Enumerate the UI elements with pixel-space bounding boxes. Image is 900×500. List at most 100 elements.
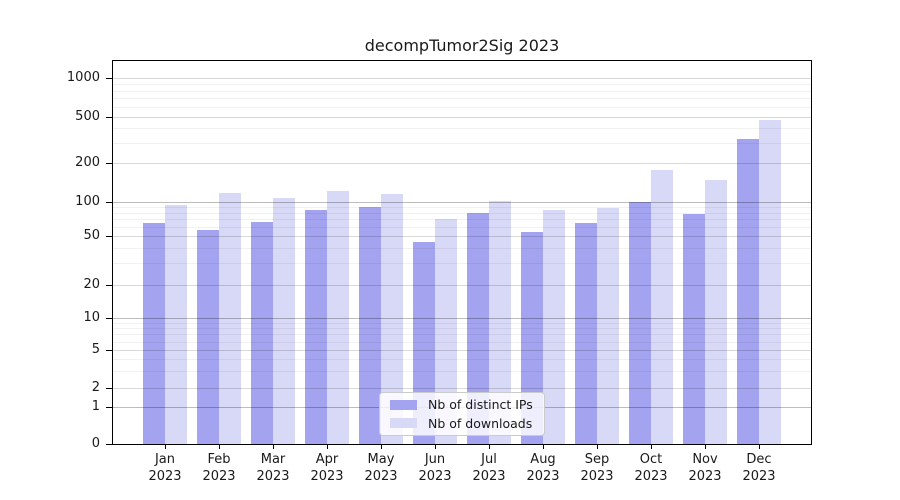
y-tick-label: 20 (83, 277, 100, 292)
x-tick (758, 444, 760, 449)
bar-distinct-ips-nov (683, 214, 705, 444)
x-tick (380, 444, 382, 449)
bar-distinct-ips-apr (305, 209, 327, 444)
gridline (113, 163, 811, 164)
gridline (113, 285, 811, 286)
x-tick (650, 444, 652, 449)
gridline (113, 388, 811, 389)
gridline (113, 328, 811, 330)
gridline (113, 318, 811, 319)
legend-item-distinct-ips: Nb of distinct IPs (387, 397, 537, 412)
bar-downloads-feb (219, 192, 241, 444)
bar-downloads-aug (543, 209, 565, 444)
bar-distinct-ips-aug (521, 232, 543, 444)
gridline (113, 247, 811, 249)
x-tick-label-feb: Feb 2023 (202, 452, 236, 484)
gridline (113, 142, 811, 144)
bar-downloads-mar (273, 197, 295, 444)
gridline (113, 78, 811, 79)
gridline (113, 98, 811, 100)
y-tick-label: 10 (83, 310, 100, 325)
y-tick (106, 349, 112, 351)
gridline (113, 322, 811, 324)
legend-swatch-downloads-icon (390, 418, 417, 429)
y-tick-label: 500 (75, 109, 100, 124)
y-tick (106, 201, 112, 203)
y-tick (106, 162, 112, 164)
bar-downloads-jun (435, 219, 457, 444)
gridline (113, 202, 811, 203)
bar-distinct-ips-dec (737, 139, 759, 444)
gridline (113, 263, 811, 265)
bar-downloads-dec (759, 120, 781, 444)
x-tick (164, 444, 166, 449)
x-tick-label-jan: Jan 2023 (148, 452, 182, 484)
y-tick-label: 1000 (66, 70, 100, 85)
gridline (113, 117, 811, 118)
legend-label-distinct-ips: Nb of distinct IPs (428, 397, 533, 413)
legend: Nb of distinct IPs Nb of downloads (379, 392, 545, 436)
plot-area (113, 61, 811, 444)
bar-downloads-jul (489, 200, 511, 444)
gridline (113, 106, 811, 108)
gridline (113, 207, 811, 209)
y-tick (106, 235, 112, 237)
bar-downloads-sep (597, 208, 619, 444)
y-tick-label: 2 (91, 380, 100, 395)
chart-title: decompTumor2Sig 2023 (364, 36, 560, 55)
x-tick-label-mar: Mar 2023 (256, 452, 290, 484)
gridline (113, 371, 811, 373)
bar-distinct-ips-feb (197, 230, 219, 444)
x-tick (326, 444, 328, 449)
y-tick-label: 1 (91, 399, 100, 414)
x-tick (596, 444, 598, 449)
bar-downloads-may (381, 194, 403, 444)
x-tick (272, 444, 274, 449)
y-tick (106, 284, 112, 286)
legend-item-downloads: Nb of downloads (387, 416, 537, 431)
bar-downloads-jan (165, 204, 187, 444)
y-tick (106, 406, 112, 408)
y-tick (106, 387, 112, 389)
gridline (113, 212, 811, 214)
bar-distinct-ips-sep (575, 223, 597, 444)
y-tick (106, 77, 112, 79)
gridline (113, 350, 811, 351)
gridline (113, 236, 811, 237)
x-tick-label-jul: Jul 2023 (472, 452, 506, 484)
bar-distinct-ips-may (359, 207, 381, 444)
y-tick (106, 317, 112, 319)
bar-distinct-ips-oct (629, 202, 651, 444)
x-tick (434, 444, 436, 449)
y-tick-label: 100 (75, 194, 100, 209)
gridline (113, 359, 811, 361)
gridline (113, 334, 811, 336)
x-tick-label-may: May 2023 (364, 452, 398, 484)
x-tick-label-oct: Oct 2023 (634, 452, 668, 484)
gridline (113, 227, 811, 229)
x-tick-label-sep: Sep 2023 (580, 452, 614, 484)
y-tick-label: 0 (91, 436, 100, 451)
x-tick-label-jun: Jun 2023 (418, 452, 452, 484)
x-tick (542, 444, 544, 449)
y-tick-label: 200 (75, 155, 100, 170)
gridline (113, 83, 811, 85)
y-tick (106, 116, 112, 118)
x-tick-label-nov: Nov 2023 (688, 452, 722, 484)
bar-downloads-nov (705, 179, 727, 444)
gridline (113, 90, 811, 92)
x-tick-label-apr: Apr 2023 (310, 452, 344, 484)
y-tick-label: 50 (83, 228, 100, 243)
bar-distinct-ips-jul (467, 212, 489, 444)
bar-downloads-apr (327, 190, 349, 444)
y-tick (106, 443, 112, 445)
bar-distinct-ips-jan (143, 223, 165, 444)
legend-swatch-distinct-ips-icon (390, 399, 417, 410)
x-tick-label-aug: Aug 2023 (526, 452, 560, 484)
bar-distinct-ips-mar (251, 222, 273, 444)
x-tick-label-dec: Dec 2023 (742, 452, 776, 484)
y-tick-label: 5 (91, 342, 100, 357)
legend-label-downloads: Nb of downloads (428, 415, 533, 431)
x-tick (488, 444, 490, 449)
